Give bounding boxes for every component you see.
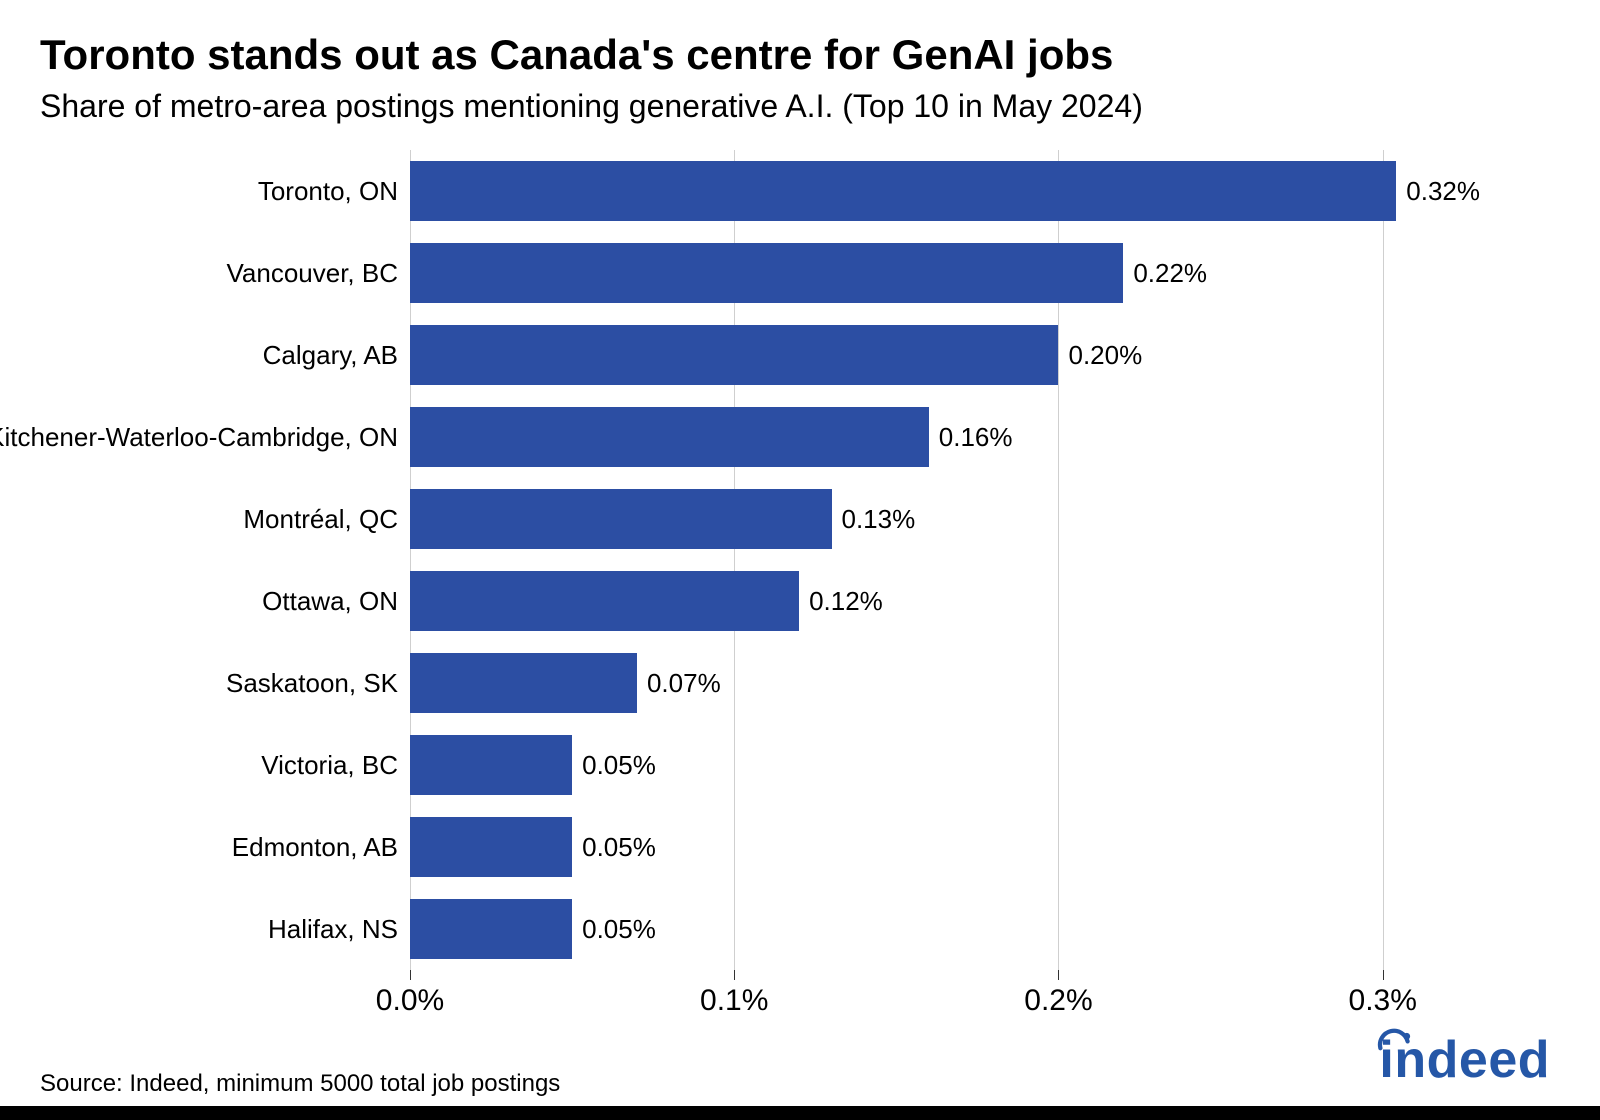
bar-value-label: 0.16% [929, 422, 1013, 453]
bar-category-label: Saskatoon, SK [226, 668, 410, 699]
bar-category-label: Calgary, AB [263, 340, 410, 371]
x-tick-mark [734, 970, 735, 980]
bar-rect [410, 243, 1123, 303]
bar-category-label: Victoria, BC [261, 750, 410, 781]
indeed-logo: indeed [1379, 1030, 1550, 1090]
chart-title: Toronto stands out as Canada's centre fo… [40, 30, 1560, 80]
bar-row: Calgary, AB0.20% [410, 325, 1480, 385]
bar-row: Victoria, BC0.05% [410, 735, 1480, 795]
bar-row: Kitchener-Waterloo-Cambridge, ON0.16% [410, 407, 1480, 467]
bar-category-label: Edmonton, AB [232, 832, 410, 863]
bar-value-label: 0.05% [572, 832, 656, 863]
chart-container: Toronto stands out as Canada's centre fo… [0, 0, 1600, 1120]
bar-rect [410, 571, 799, 631]
x-tick-label: 0.0% [376, 984, 444, 1018]
bar-rect [410, 161, 1396, 221]
bar-value-label: 0.07% [637, 668, 721, 699]
bar-rect [410, 489, 832, 549]
bar-rect [410, 735, 572, 795]
bar-row: Ottawa, ON0.12% [410, 571, 1480, 631]
bar-category-label: Ottawa, ON [262, 586, 410, 617]
source-note: Source: Indeed, minimum 5000 total job p… [40, 1070, 560, 1098]
bar-rect [410, 817, 572, 877]
bar-value-label: 0.12% [799, 586, 883, 617]
x-tick-mark [410, 970, 411, 980]
x-tick-mark [1058, 970, 1059, 980]
plot-area: Toronto, ON0.32% Vancouver, BC0.22% Calgar… [410, 150, 1480, 970]
chart-subtitle: Share of metro-area postings mentioning … [40, 86, 1560, 128]
x-tick-label: 0.1% [700, 984, 768, 1018]
bar-value-label: 0.05% [572, 914, 656, 945]
bar-rect [410, 325, 1058, 385]
bar-row: Toronto, ON0.32% [410, 161, 1480, 221]
bar-category-label: Kitchener-Waterloo-Cambridge, ON [0, 422, 410, 453]
bar-value-label: 0.22% [1123, 258, 1207, 289]
bar-row: Vancouver, BC0.22% [410, 243, 1480, 303]
bottom-black-bar [0, 1106, 1600, 1120]
x-tick-label: 0.3% [1349, 984, 1417, 1018]
bar-rect [410, 899, 572, 959]
bar-value-label: 0.20% [1058, 340, 1142, 371]
bar-category-label: Toronto, ON [258, 176, 410, 207]
bar-row: Saskatoon, SK0.07% [410, 653, 1480, 713]
bar-rect [410, 407, 929, 467]
bars-group: Toronto, ON0.32% Vancouver, BC0.22% Calgar… [410, 150, 1480, 970]
bar-category-label: Halifax, NS [268, 914, 410, 945]
bar-value-label: 0.13% [832, 504, 916, 535]
bar-row: Edmonton, AB0.05% [410, 817, 1480, 877]
x-tick-label: 0.2% [1024, 984, 1092, 1018]
bar-rect [410, 653, 637, 713]
bar-value-label: 0.32% [1396, 176, 1480, 207]
x-tick-mark [1383, 970, 1384, 980]
bar-row: Halifax, NS0.05% [410, 899, 1480, 959]
bar-row: Montréal, QC0.13% [410, 489, 1480, 549]
bar-category-label: Montréal, QC [243, 504, 410, 535]
bar-value-label: 0.05% [572, 750, 656, 781]
indeed-logo-arc-icon [1377, 1021, 1411, 1055]
bar-category-label: Vancouver, BC [226, 258, 410, 289]
